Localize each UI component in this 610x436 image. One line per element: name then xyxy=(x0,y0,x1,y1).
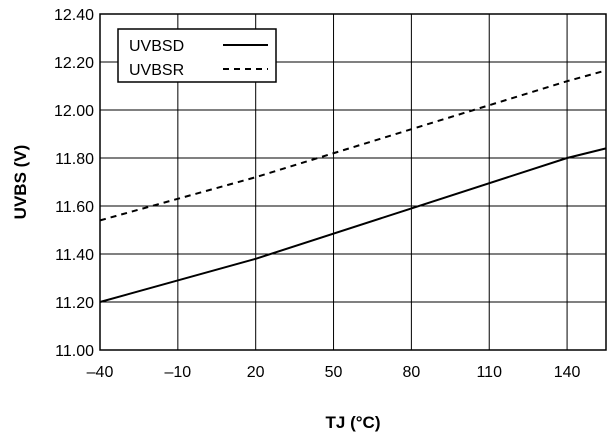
y-tick-label: 12.00 xyxy=(54,103,94,120)
y-tick-label: 11.60 xyxy=(55,199,94,216)
x-tick-labels: –40 –10 20 50 80 110 140 xyxy=(87,364,581,381)
y-tick-labels: 11.00 11.20 11.40 11.60 11.80 12.00 12.20 12.40 xyxy=(54,7,94,360)
x-tick-label: 140 xyxy=(554,364,581,381)
series-group xyxy=(99,69,607,303)
legend: UVBSD UVBSR xyxy=(117,28,277,83)
plot-frame xyxy=(99,13,607,351)
legend-box xyxy=(117,28,277,83)
y-tick-label: 11.00 xyxy=(55,343,94,360)
y-axis-title: UVBS (V) xyxy=(11,145,30,220)
x-tick-label: 20 xyxy=(247,364,265,381)
x-tick-label: 80 xyxy=(402,364,420,381)
y-tick-label: 11.20 xyxy=(55,295,94,312)
x-tick-label: 50 xyxy=(325,364,343,381)
grid xyxy=(99,13,606,351)
y-tick-label: 11.80 xyxy=(55,151,94,168)
y-tick-label: 12.20 xyxy=(54,55,94,72)
x-tick-label: –10 xyxy=(164,364,191,381)
y-tick-label: 12.40 xyxy=(54,7,94,24)
series-line-uvbsd xyxy=(99,147,607,303)
x-tick-label: –40 xyxy=(87,364,114,381)
x-tick-label: 110 xyxy=(476,364,502,381)
series-line-uvbsr xyxy=(99,69,607,222)
x-axis-title: TJ (°C) xyxy=(326,413,381,432)
y-tick-label: 11.40 xyxy=(55,247,94,264)
legend-label-uvbsd: UVBSD xyxy=(129,38,184,55)
legend-label-uvbsr: UVBSR xyxy=(129,62,184,79)
